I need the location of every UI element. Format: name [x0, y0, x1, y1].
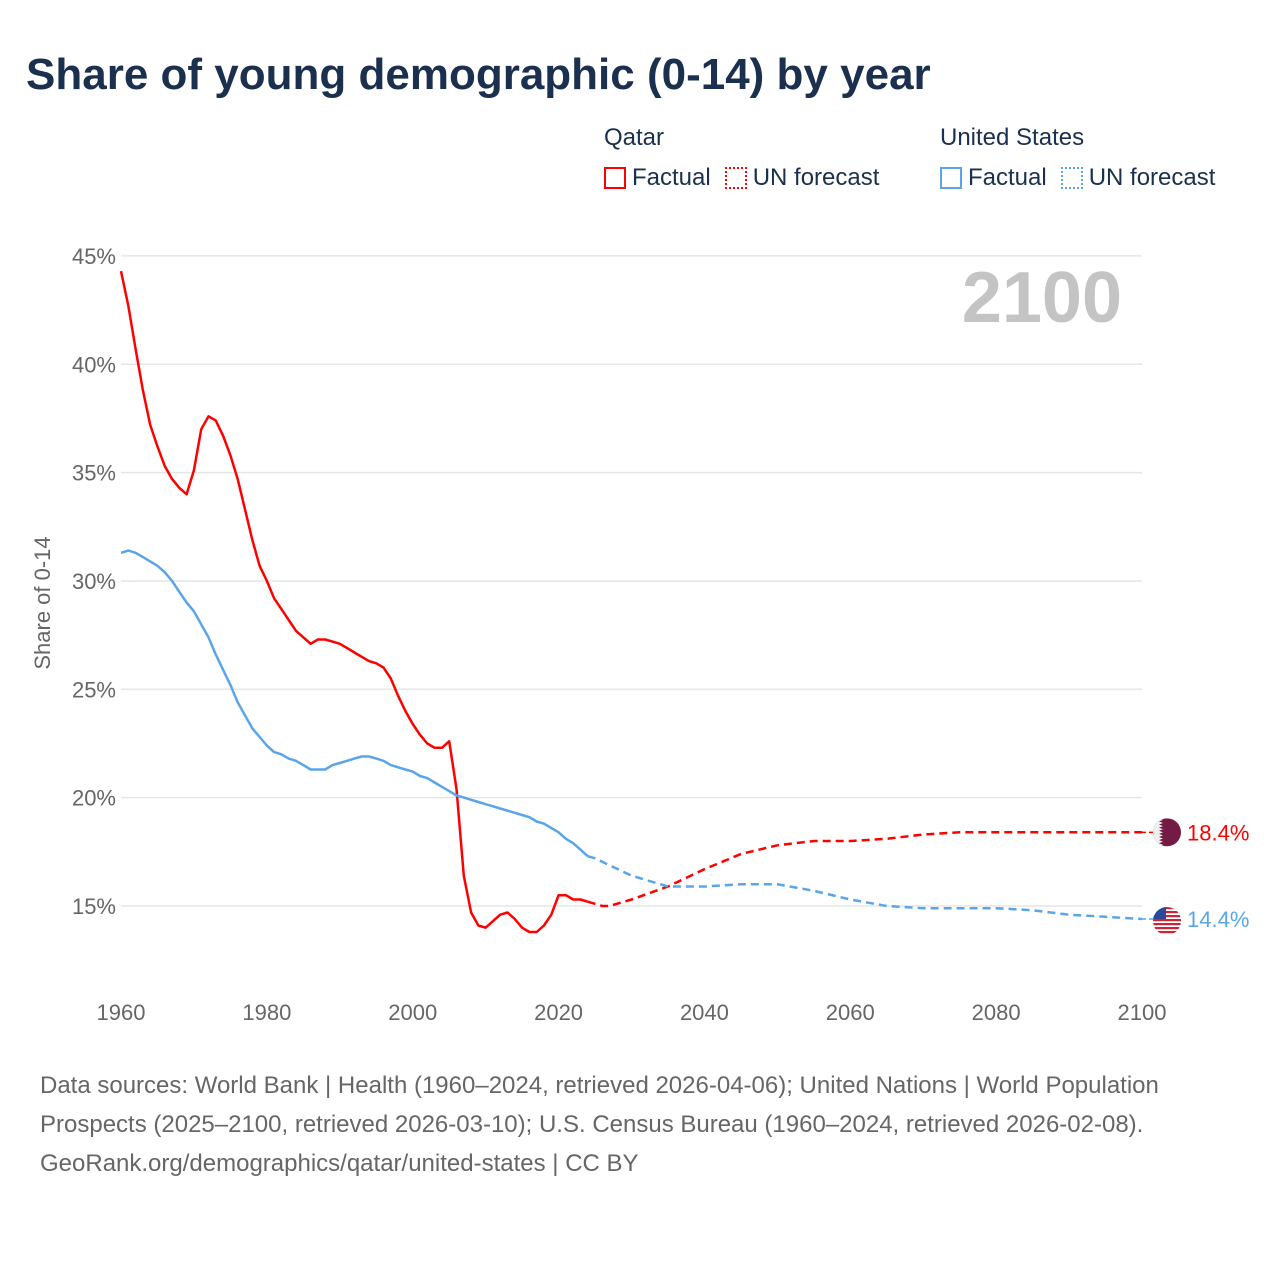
x-tick-label: 2080 [972, 1000, 1021, 1025]
x-tick-label: 2100 [1118, 1000, 1167, 1025]
line-chart: 2100 Share of 0-14 15% 20% 25% 30% 35% 40% 45%… [30, 244, 1249, 1025]
legend-qatar-factual[interactable]: Factual [604, 164, 711, 192]
qatar-end-label: 18.4% [1187, 820, 1249, 845]
x-tick-label: 2000 [388, 1000, 437, 1025]
qatar-factual-line [119, 270, 589, 934]
footer: Data sources: World Bank | Health (1960–… [40, 1066, 1240, 1183]
x-tick-label: 2060 [826, 1000, 875, 1025]
qatar-flag-icon [1153, 818, 1181, 847]
y-tick-label: 40% [72, 352, 116, 377]
y-tick-label: 35% [72, 461, 116, 486]
legend-qatar-forecast[interactable]: UN forecast [724, 164, 880, 192]
y-tick-label: 15% [72, 894, 116, 919]
legend-label: UN forecast [1088, 164, 1216, 191]
y-tick-label: 20% [72, 786, 116, 811]
legend-swatch-solid [604, 167, 626, 189]
legend-us-factual[interactable]: Factual [940, 164, 1047, 192]
qatar-forecast-line [587, 831, 1142, 908]
y-tick-label: 30% [72, 569, 116, 594]
legend-label: Factual [968, 164, 1047, 191]
credit-link[interactable]: GeoRank.org/demographics/qatar/united-st… [40, 1150, 639, 1177]
legend-label: Factual [632, 164, 711, 191]
x-tick-label: 1980 [242, 1000, 291, 1025]
x-tick-label: 1960 [97, 1000, 146, 1025]
legend-swatch-dotted [724, 167, 747, 189]
data-sources: Data sources: World Bank | Health (1960–… [40, 1072, 1159, 1138]
legend-swatch-dotted [1060, 167, 1083, 189]
legend-qatar: Qatar Factual UN forecast [604, 124, 879, 192]
legend-group-name: Qatar [604, 124, 665, 151]
y-axis-label: Share of 0-14 [30, 536, 55, 669]
chart-title: Share of young demographic (0-14) by yea… [26, 50, 931, 99]
legend-group-name: United States [940, 124, 1085, 151]
legend-swatch-solid [940, 167, 962, 189]
united-states-flag-icon [1153, 907, 1181, 936]
legend-united-states: United States Factual UN forecast [940, 124, 1215, 192]
x-tick-label: 2020 [534, 1000, 583, 1025]
united-states-forecast-line [587, 854, 1143, 921]
year-watermark: 2100 [962, 258, 1122, 338]
y-tick-label: 25% [72, 677, 116, 702]
legend-us-forecast[interactable]: UN forecast [1060, 164, 1216, 192]
united-states-factual-line [120, 549, 589, 858]
x-tick-label: 2040 [680, 1000, 729, 1025]
y-tick-label: 45% [72, 244, 116, 269]
united-states-end-label: 14.4% [1187, 907, 1249, 932]
legend-label: UN forecast [752, 164, 880, 191]
